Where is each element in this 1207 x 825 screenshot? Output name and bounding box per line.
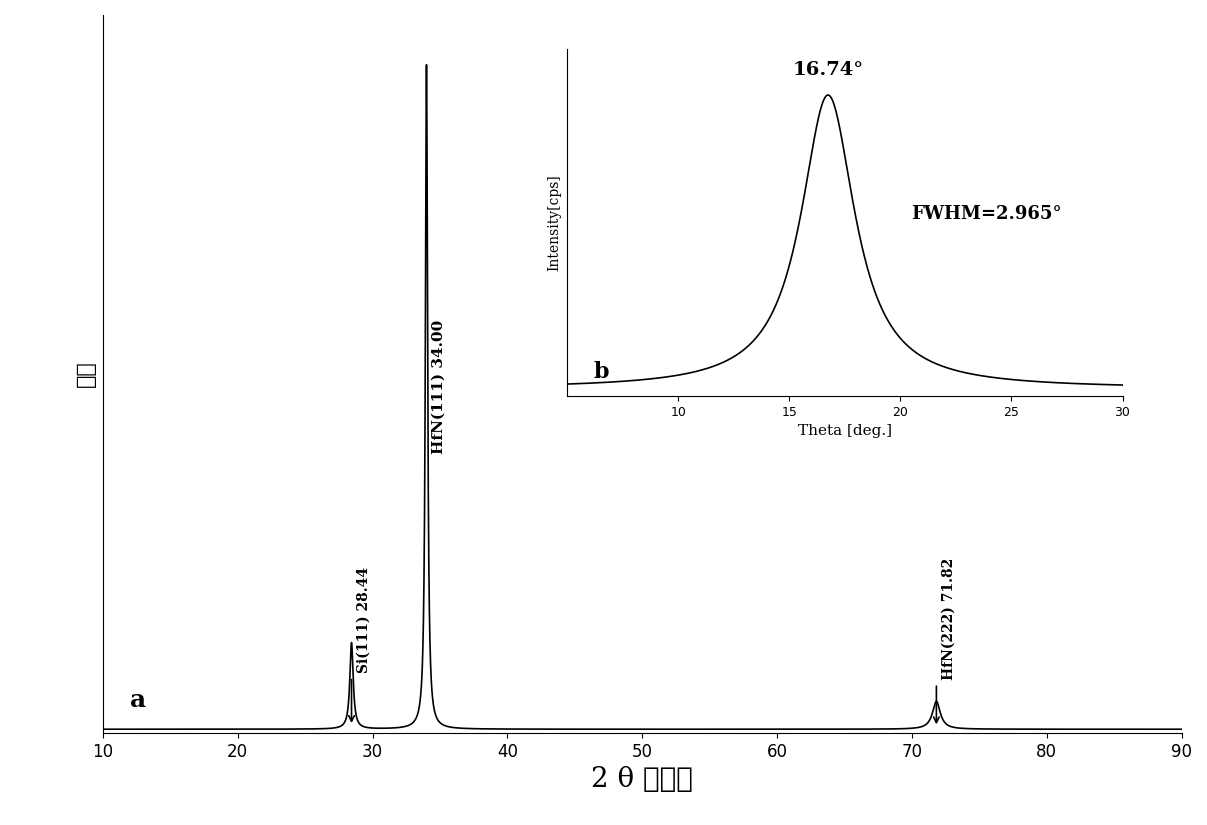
Y-axis label: 强度: 强度 <box>75 361 98 388</box>
Text: a: a <box>130 687 146 712</box>
Text: Si(111) 28.44: Si(111) 28.44 <box>357 568 371 673</box>
X-axis label: Theta [deg.]: Theta [deg.] <box>798 424 892 438</box>
Text: HfN(222) 71.82: HfN(222) 71.82 <box>941 558 956 680</box>
Text: 16.74°: 16.74° <box>793 61 863 79</box>
Text: HfN(111) 34.00: HfN(111) 34.00 <box>432 319 445 454</box>
Text: b: b <box>594 361 610 384</box>
X-axis label: 2 θ （度）: 2 θ （度） <box>591 766 693 794</box>
Y-axis label: Intensity[cps]: Intensity[cps] <box>548 174 561 271</box>
Text: FWHM=2.965°: FWHM=2.965° <box>911 205 1062 223</box>
